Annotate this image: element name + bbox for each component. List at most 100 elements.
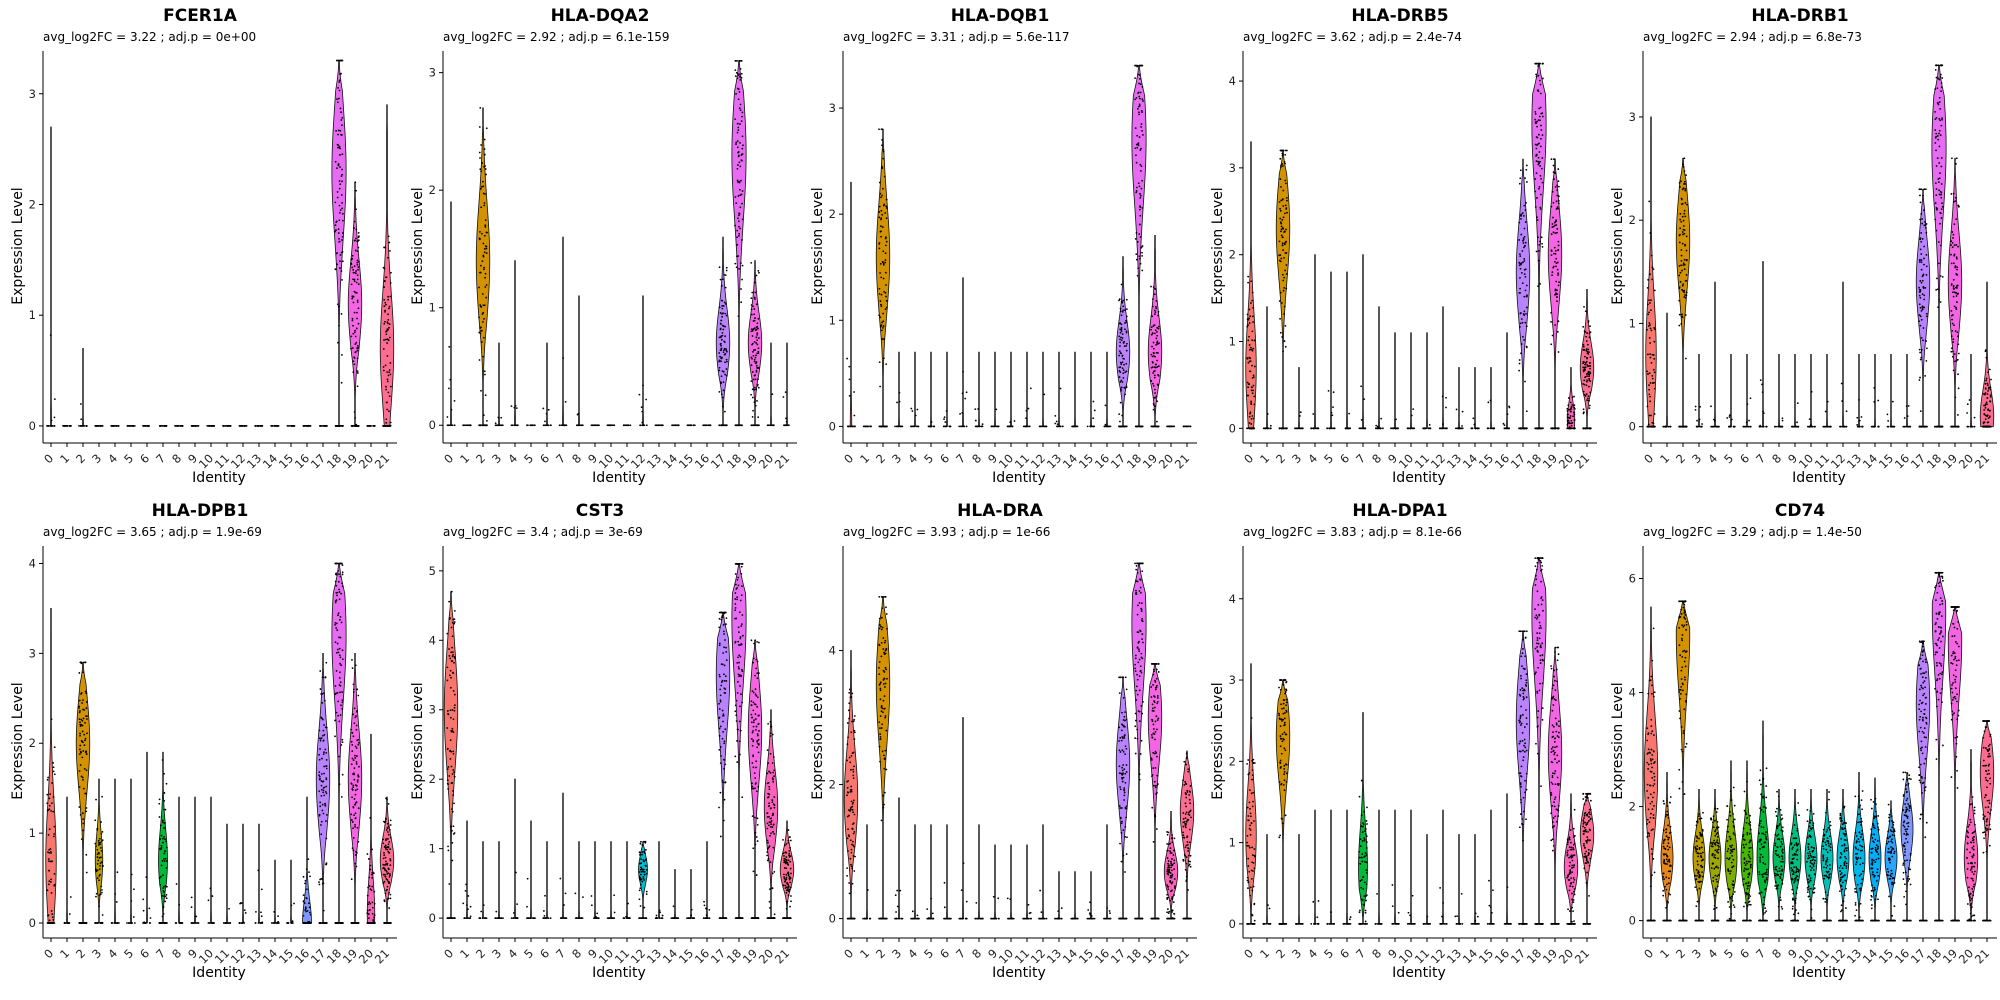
cell-point bbox=[163, 800, 166, 802]
cell-point bbox=[81, 741, 84, 744]
cell-point bbox=[885, 205, 888, 208]
cell-point bbox=[1536, 144, 1538, 146]
cell-point bbox=[1524, 221, 1527, 223]
violin-0 bbox=[45, 608, 57, 924]
cell-point bbox=[1540, 137, 1542, 140]
cell-point bbox=[1551, 334, 1554, 337]
cell-point bbox=[1683, 263, 1686, 266]
cell-point bbox=[720, 299, 723, 302]
cell-point bbox=[1648, 388, 1651, 391]
cell-point bbox=[1952, 369, 1955, 372]
cell-point bbox=[965, 425, 968, 428]
cell-point bbox=[1890, 425, 1893, 428]
violin-12 bbox=[1839, 281, 1848, 428]
cell-point bbox=[1953, 360, 1956, 363]
violin-19 bbox=[1947, 157, 1963, 428]
cell-point bbox=[483, 138, 486, 141]
cell-point bbox=[1141, 207, 1144, 209]
cell-point bbox=[1987, 371, 1990, 374]
cell-point bbox=[1286, 211, 1288, 214]
cell-point bbox=[1919, 410, 1922, 413]
cell-point bbox=[1284, 345, 1287, 348]
cell-point bbox=[1938, 193, 1941, 196]
cell-point bbox=[223, 425, 225, 427]
violin-7 bbox=[1358, 254, 1367, 430]
cell-point bbox=[287, 425, 290, 427]
cell-point bbox=[1027, 407, 1030, 410]
cell-point bbox=[1538, 79, 1541, 82]
violin-9 bbox=[190, 425, 200, 427]
cell-point bbox=[1151, 315, 1154, 318]
cell-point bbox=[734, 224, 736, 227]
cell-point bbox=[1285, 196, 1288, 199]
violin-body bbox=[978, 351, 980, 427]
cell-point bbox=[1648, 299, 1650, 302]
cell-point bbox=[79, 732, 81, 735]
cell-point bbox=[885, 236, 887, 239]
cell-point bbox=[177, 425, 180, 427]
cell-point bbox=[721, 305, 724, 307]
cell-point bbox=[515, 424, 517, 427]
cell-point bbox=[1935, 132, 1938, 135]
cell-point bbox=[1541, 427, 1543, 430]
cell-point bbox=[1924, 188, 1927, 191]
cell-point bbox=[389, 282, 392, 284]
cell-point bbox=[1246, 313, 1249, 316]
cell-point bbox=[770, 424, 773, 427]
cell-point bbox=[1796, 425, 1799, 428]
cell-point bbox=[753, 340, 756, 343]
cell-point bbox=[483, 202, 486, 204]
cell-point bbox=[1966, 403, 1969, 406]
cell-point bbox=[1249, 370, 1252, 373]
cell-point bbox=[1952, 262, 1955, 265]
cell-point bbox=[1683, 295, 1686, 298]
cell-point bbox=[386, 380, 389, 383]
cell-point bbox=[1922, 425, 1925, 428]
cell-point bbox=[1154, 388, 1156, 391]
cell-point bbox=[1682, 264, 1685, 267]
cell-point bbox=[627, 424, 630, 427]
cell-point bbox=[389, 373, 392, 376]
cell-point bbox=[725, 314, 728, 317]
cell-point bbox=[1950, 193, 1953, 195]
x-tick-label: 8 bbox=[569, 451, 584, 466]
violin-4 bbox=[1710, 281, 1720, 428]
cell-point bbox=[1109, 425, 1112, 428]
cell-point bbox=[1951, 246, 1954, 249]
cell-point bbox=[1954, 425, 1957, 428]
violin-body bbox=[1106, 351, 1108, 427]
cell-point bbox=[96, 877, 99, 880]
cell-point bbox=[1538, 427, 1541, 430]
cell-point bbox=[1524, 321, 1527, 324]
cell-point bbox=[1984, 418, 1987, 421]
cell-point bbox=[99, 841, 102, 844]
violin-5 bbox=[126, 778, 136, 924]
x-tick-label: 7 bbox=[1753, 451, 1768, 466]
cell-point bbox=[720, 393, 723, 396]
cell-point bbox=[1651, 374, 1654, 377]
cell-point bbox=[1152, 384, 1155, 387]
cell-point bbox=[1522, 214, 1525, 217]
cell-point bbox=[1955, 162, 1957, 165]
cell-point bbox=[610, 424, 613, 427]
cell-point bbox=[1523, 227, 1526, 230]
cell-point bbox=[1955, 308, 1958, 310]
cell-point bbox=[723, 273, 726, 276]
violin-body bbox=[379, 104, 395, 427]
cell-point bbox=[80, 723, 83, 726]
cell-point bbox=[1957, 245, 1959, 248]
cell-point bbox=[1813, 425, 1816, 428]
cell-point bbox=[1781, 419, 1784, 422]
cell-point bbox=[62, 425, 64, 427]
cell-point bbox=[757, 350, 760, 353]
cell-point bbox=[1541, 62, 1544, 65]
cell-point bbox=[756, 332, 759, 335]
x-tick-label: 3 bbox=[1289, 451, 1304, 466]
cell-point bbox=[1470, 427, 1473, 430]
cell-point bbox=[335, 220, 338, 223]
cell-point bbox=[1395, 418, 1397, 421]
cell-point bbox=[612, 424, 615, 427]
cell-point bbox=[1648, 200, 1651, 203]
cell-point bbox=[771, 424, 774, 427]
cell-point bbox=[1956, 425, 1959, 428]
